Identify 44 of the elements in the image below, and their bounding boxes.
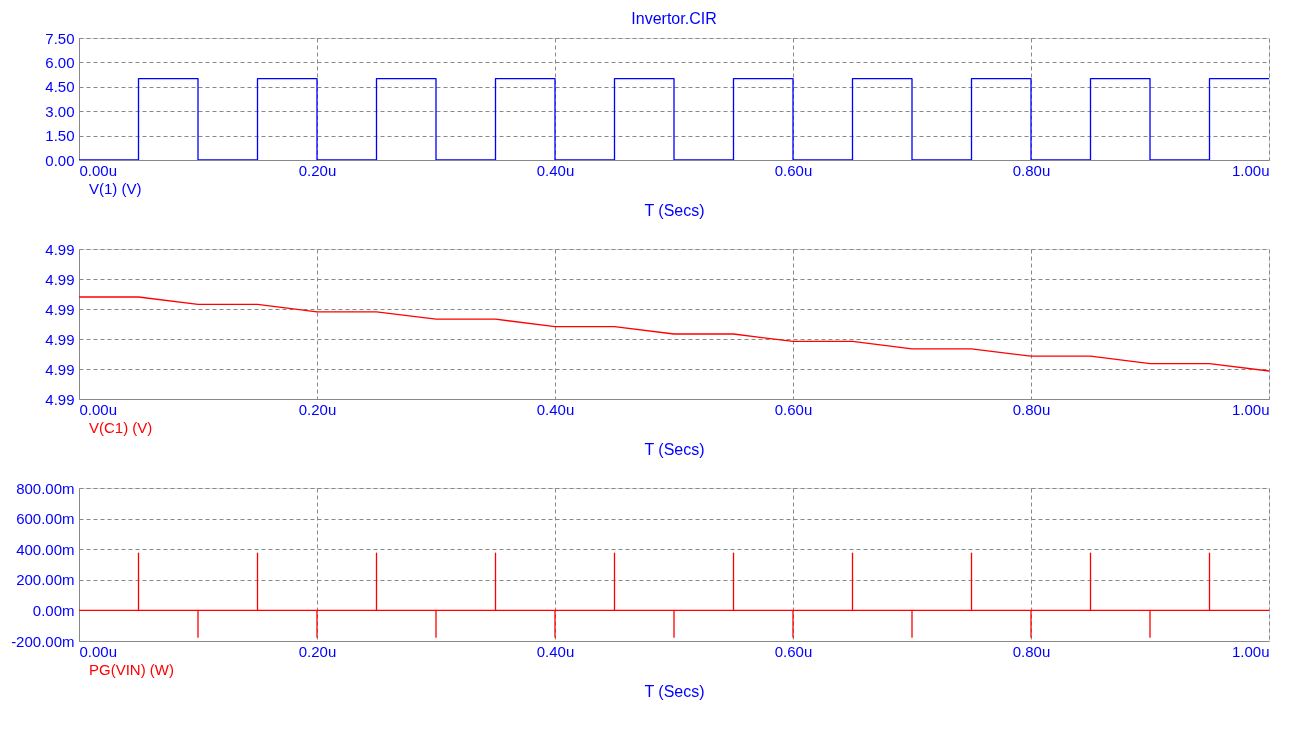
x-tick-label: 0.20u: [298, 400, 337, 418]
x-axis-title: T (Secs): [644, 682, 705, 700]
x-tick-label: 0.60u: [774, 400, 813, 418]
x-tick-label: 1.00u: [1231, 400, 1270, 418]
y-tick-label: 3.00: [45, 102, 75, 120]
y-tick-label: 400.00m: [16, 540, 75, 558]
x-axis-title: T (Secs): [644, 201, 705, 219]
text: V(C1) (V): [89, 419, 153, 436]
y-tick-label: 4.99: [45, 360, 75, 378]
y-tick-label: 1.50: [45, 127, 75, 145]
y-tick-label: 4.99: [45, 240, 75, 258]
line-series: [79, 296, 1269, 372]
x-tick-label: 0.80u: [1012, 161, 1051, 179]
x-tick-label: 0.60u: [774, 161, 813, 179]
y-tick-label: -200.00m: [11, 632, 75, 650]
x-tick-label: 0.80u: [1012, 400, 1051, 418]
x-tick-label: 0.40u: [536, 161, 575, 179]
y-tick-label: 4.99: [45, 270, 75, 288]
x-axis-title: T (Secs): [644, 440, 705, 458]
y-tick-label: 800.00m: [16, 479, 75, 497]
series-label: V(1) (V): [89, 180, 142, 197]
x-tick-label: 0.40u: [536, 642, 575, 660]
x-tick-label: 1.00u: [1231, 161, 1270, 179]
x-tick-label: 0.00u: [79, 161, 118, 179]
y-tick-label: 4.99: [45, 330, 75, 348]
y-tick-label: 4.50: [45, 78, 75, 96]
y-tick-label: 4.99: [45, 390, 75, 408]
x-tick-label: 0.80u: [1012, 642, 1051, 660]
x-tick-label: 0.60u: [774, 642, 813, 660]
y-tick-label: 4.99: [45, 300, 75, 318]
x-tick-label: 0.40u: [536, 400, 575, 418]
y-tick-label: 7.50: [45, 29, 75, 47]
text: PG(VIN) (W): [89, 661, 174, 678]
y-tick-label: 0.00m: [32, 601, 75, 619]
chart-title: Invertor.CIR: [631, 10, 717, 27]
x-tick-label: 0.00u: [79, 400, 118, 418]
x-tick-label: 0.20u: [298, 161, 337, 179]
y-tick-label: 6.00: [45, 53, 75, 71]
x-tick-label: 0.20u: [298, 642, 337, 660]
x-tick-label: 1.00u: [1231, 642, 1270, 660]
x-tick-label: 0.00u: [79, 642, 118, 660]
y-tick-label: 200.00m: [16, 571, 75, 589]
y-tick-label: 600.00m: [16, 510, 75, 528]
y-tick-label: 0.00: [45, 151, 75, 169]
